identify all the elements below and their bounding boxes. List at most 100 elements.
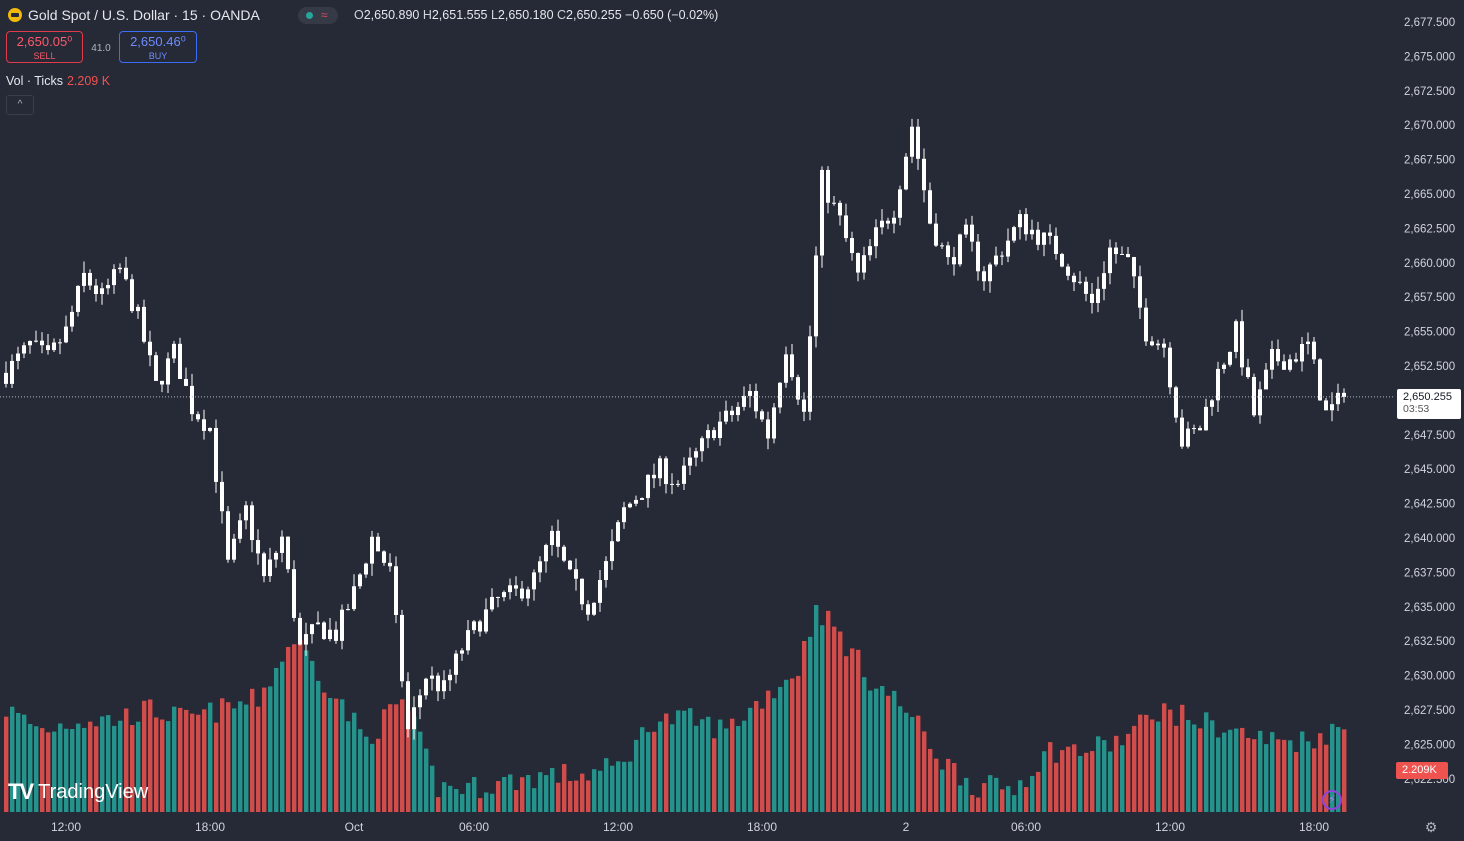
candle-body [292, 569, 296, 618]
candle-body [718, 421, 722, 438]
volume-bar [220, 698, 225, 812]
buy-button[interactable]: 2,650.46⁰ BUY [119, 31, 197, 63]
price-tick-label: 2,625.000 [1404, 739, 1455, 751]
candle-body [1318, 359, 1322, 401]
time-tick-label: 12:00 [603, 820, 633, 834]
candle-body [1000, 255, 1004, 257]
volume-bar [868, 690, 873, 812]
volume-legend-value: 2.209 K [66, 74, 111, 88]
lightning-icon[interactable]: ⚡ [1322, 790, 1342, 810]
sell-label: SELL [33, 51, 56, 61]
volume-legend[interactable]: Vol · Ticks 2.209 K [6, 74, 110, 88]
candle-body [1258, 389, 1262, 416]
settings-gear-icon[interactable]: ⚙ [1424, 819, 1438, 835]
price-tick-label: 2,657.500 [1404, 292, 1455, 304]
price-tick-label: 2,665.000 [1404, 189, 1455, 201]
market-status-pill[interactable]: ≈ [298, 7, 338, 24]
candle-body [1090, 293, 1094, 303]
volume-bar [556, 782, 561, 812]
candle-body [766, 419, 770, 439]
volume-bar [754, 701, 759, 812]
volume-bar [814, 605, 819, 812]
candle-body [82, 272, 86, 286]
candle-body [640, 498, 644, 500]
volume-bar [16, 712, 21, 812]
candle-body [808, 336, 812, 412]
candle-body [754, 391, 758, 412]
candle-body [670, 483, 674, 485]
candle-body [1084, 281, 1088, 294]
volume-bar [958, 785, 963, 812]
candle-body [508, 585, 512, 593]
candle-body [1072, 275, 1076, 283]
candle-body [778, 382, 782, 408]
volume-bar [610, 765, 615, 812]
candle-body [106, 285, 110, 289]
volume-bar [136, 721, 141, 812]
candle-body [202, 419, 206, 431]
volume-bar [280, 661, 285, 812]
candle-body [304, 634, 308, 645]
collapse-legend-button[interactable]: ^ [6, 95, 34, 115]
candle-body [88, 272, 92, 286]
candle-body [484, 609, 488, 632]
candle-body [1288, 359, 1292, 370]
volume-bar [202, 709, 207, 812]
volume-bar [988, 775, 993, 812]
volume-bar [388, 704, 393, 812]
volume-bar [1048, 742, 1053, 812]
current-price-value: 2,650.255 [1403, 391, 1452, 403]
candle-body [214, 427, 218, 482]
volume-bar [1264, 744, 1269, 812]
candle-body [238, 520, 242, 539]
candle-body [118, 267, 122, 270]
volume-bar [58, 723, 63, 812]
volume-bar [874, 688, 879, 812]
volume-bar [946, 758, 951, 812]
candle-body [472, 621, 476, 631]
volume-bar [532, 788, 537, 812]
volume-bar [190, 713, 195, 812]
volume-bar [544, 775, 549, 812]
candle-body [412, 707, 416, 730]
symbol-title[interactable]: Gold Spot / U.S. Dollar · 15 · OANDA [28, 7, 260, 23]
volume-bar [982, 783, 987, 812]
volume-bar [1228, 729, 1233, 812]
candle-body [532, 572, 536, 590]
candle-body [256, 540, 260, 554]
data-delay-wave-icon: ≈ [321, 8, 328, 22]
candle-body [838, 202, 842, 216]
candle-body [124, 267, 128, 280]
volume-bar [784, 679, 789, 812]
tradingview-logo[interactable]: TV TradingView [8, 779, 148, 805]
volume-bar [1312, 748, 1317, 812]
price-tick-label: 2,632.500 [1404, 636, 1455, 648]
volume-bar [604, 758, 609, 812]
candle-body [58, 342, 62, 344]
volume-bar [568, 780, 573, 812]
volume-bar [286, 646, 291, 812]
candle-body [1342, 392, 1346, 397]
candle-body [1294, 359, 1298, 362]
candle-body [340, 609, 344, 641]
candle-body [1336, 392, 1340, 405]
volume-bar [1330, 723, 1335, 812]
candle-body [328, 629, 332, 639]
volume-bar [964, 777, 969, 812]
volume-bar [1336, 727, 1341, 812]
volume-bar [526, 774, 531, 812]
candle-body [460, 650, 464, 654]
sell-button[interactable]: 2,650.05⁰ SELL [6, 31, 83, 63]
candle-body [1150, 341, 1154, 346]
candle-body [184, 378, 188, 386]
candle-body [832, 202, 836, 204]
candle-body [4, 372, 8, 384]
volume-bar [424, 748, 429, 812]
volume-bar [1066, 746, 1071, 812]
ohlc-open: 2,650.890 [363, 8, 420, 22]
candle-body [436, 675, 440, 692]
candle-body [1054, 235, 1058, 254]
candle-body [22, 345, 26, 354]
candle-body [970, 224, 974, 242]
